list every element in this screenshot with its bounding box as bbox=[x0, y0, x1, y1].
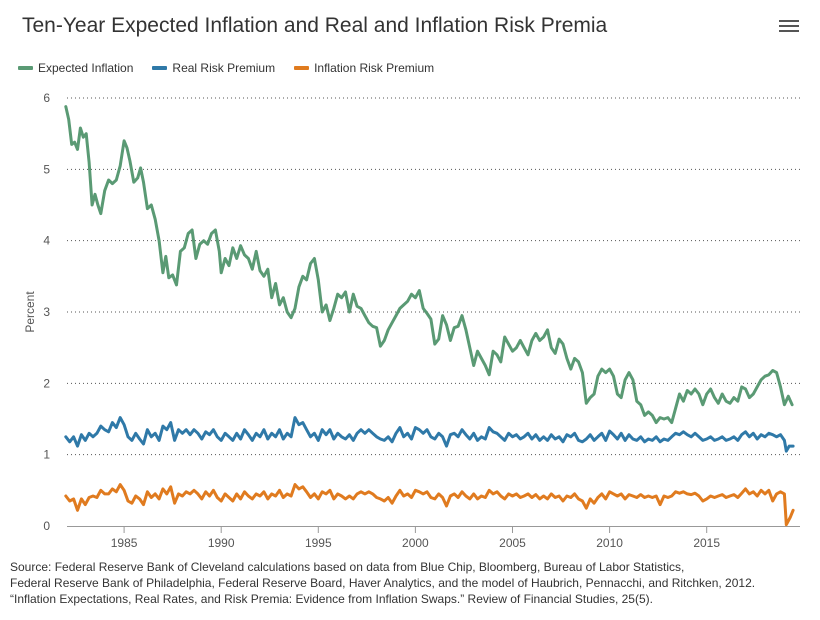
hamburger-menu-icon[interactable] bbox=[779, 20, 799, 36]
legend-label: Expected Inflation bbox=[38, 61, 134, 75]
chart-title: Ten-Year Expected Inflation and Real and… bbox=[22, 14, 608, 37]
legend-swatch-inflation-risk-premium bbox=[294, 66, 310, 70]
x-tick-label: 1990 bbox=[208, 536, 235, 550]
x-axis: 1985 1990 1995 2000 2005 2010 2015 bbox=[67, 526, 800, 550]
y-axis-label: Percent bbox=[23, 291, 37, 333]
y-tick-label: 2 bbox=[43, 376, 50, 390]
x-tick-label: 1985 bbox=[111, 536, 138, 550]
series-real-risk-premium[interactable] bbox=[64, 416, 795, 453]
x-tick-label: 2015 bbox=[693, 536, 720, 550]
source-line: “Inflation Expectations, Real Rates, and… bbox=[10, 592, 653, 606]
y-tick-label: 1 bbox=[43, 448, 50, 462]
y-axis: 0 1 2 3 4 5 6 bbox=[43, 91, 50, 533]
source-line: Federal Reserve Bank of Philadelphia, Fe… bbox=[10, 576, 756, 590]
x-tick-label: 2005 bbox=[499, 536, 526, 550]
series-expected-inflation[interactable] bbox=[64, 105, 794, 425]
line-chart: 0 1 2 3 4 5 6 1985 1990 1995 2000 2005 2010 2015 Per… bbox=[23, 91, 800, 550]
legend-swatch-expected-inflation bbox=[18, 66, 33, 70]
x-tick-label: 2010 bbox=[596, 536, 623, 550]
y-tick-label: 6 bbox=[43, 91, 50, 105]
series-inflation-risk-premium[interactable] bbox=[64, 483, 795, 527]
y-tick-label: 0 bbox=[43, 519, 50, 533]
x-tick-label: 1995 bbox=[305, 536, 332, 550]
legend-item-inflation-risk-premium[interactable]: Inflation Risk Premium bbox=[294, 61, 434, 75]
legend-item-real-risk-premium[interactable]: Real Risk Premium bbox=[152, 61, 275, 75]
x-tick-label: 2000 bbox=[402, 536, 429, 550]
legend-label: Inflation Risk Premium bbox=[314, 61, 435, 75]
legend: Expected Inflation Real Risk Premium Inf… bbox=[18, 61, 453, 75]
source-line: Source: Federal Reserve Bank of Clevelan… bbox=[10, 560, 685, 574]
legend-swatch-real-risk-premium bbox=[152, 66, 168, 70]
y-tick-label: 5 bbox=[43, 162, 50, 176]
legend-item-expected-inflation[interactable]: Expected Inflation bbox=[18, 61, 133, 75]
legend-label: Real Risk Premium bbox=[172, 61, 276, 75]
y-tick-label: 3 bbox=[43, 305, 50, 319]
series-lines bbox=[64, 105, 795, 527]
y-tick-label: 4 bbox=[43, 234, 50, 248]
source-note: Source: Federal Reserve Bank of Clevelan… bbox=[10, 559, 755, 607]
